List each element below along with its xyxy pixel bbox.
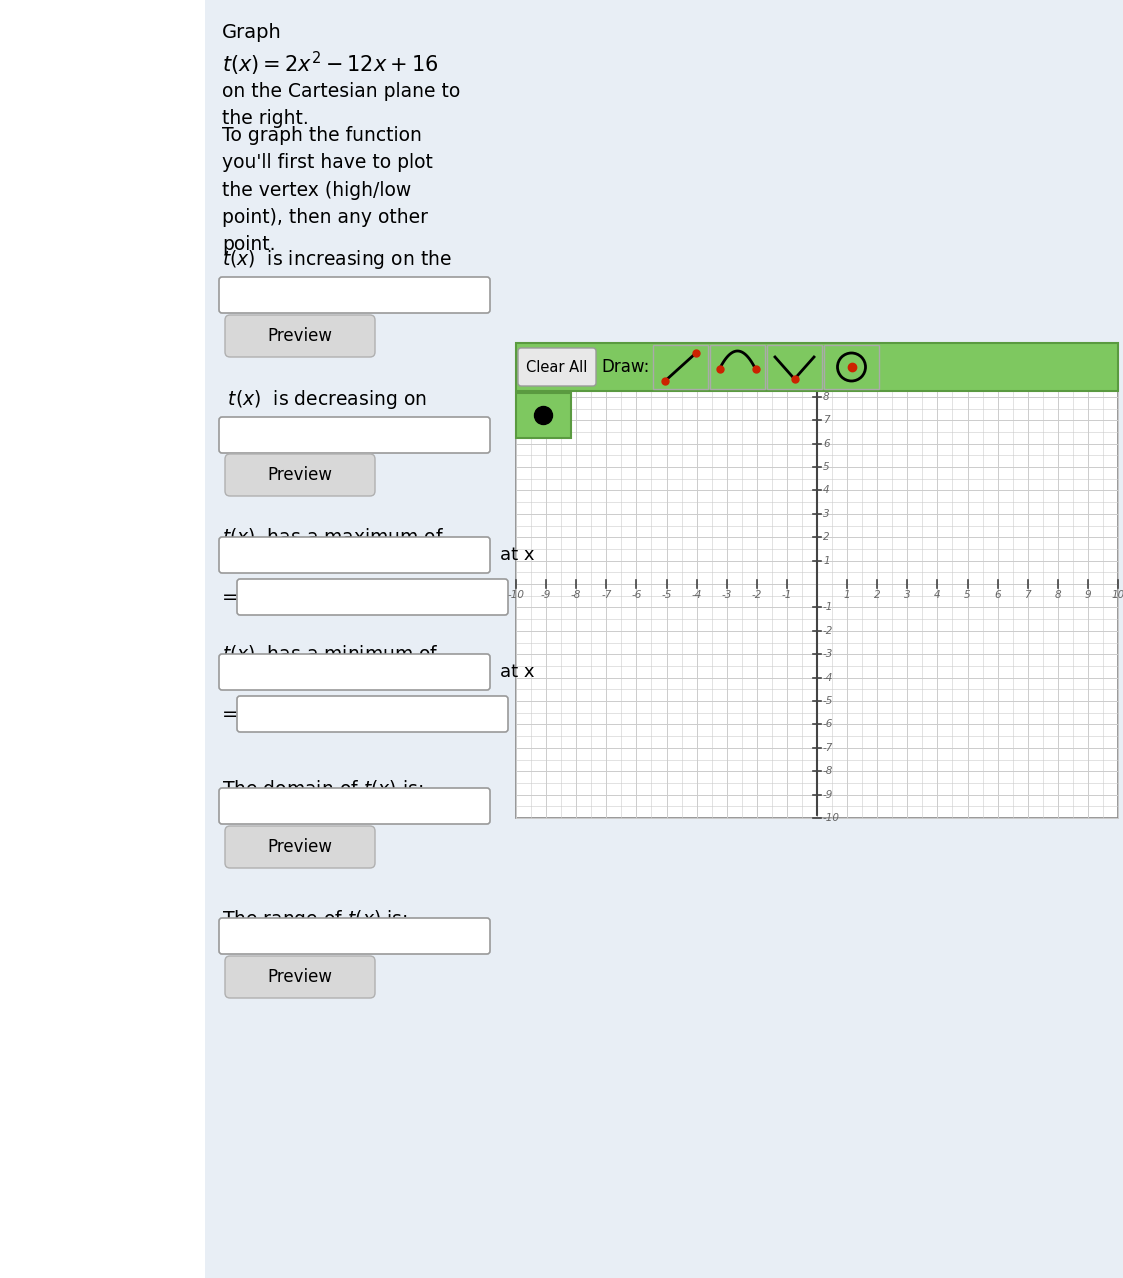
Text: -6: -6 bbox=[631, 590, 641, 599]
Text: -10: -10 bbox=[823, 813, 840, 823]
Text: -5: -5 bbox=[823, 697, 833, 705]
FancyBboxPatch shape bbox=[515, 394, 570, 438]
Text: To graph the function
you'll first have to plot
the vertex (high/low
point), the: To graph the function you'll first have … bbox=[222, 127, 432, 254]
Text: -9: -9 bbox=[541, 590, 551, 599]
Text: 6: 6 bbox=[823, 438, 830, 449]
Text: Draw:: Draw: bbox=[601, 358, 649, 376]
Text: -2: -2 bbox=[751, 590, 763, 599]
Text: $\mathit{t}(\mathit{x}) = 2\mathit{x}^2 - 12\mathit{x} + 16$: $\mathit{t}(\mathit{x}) = 2\mathit{x}^2 … bbox=[222, 50, 438, 78]
FancyBboxPatch shape bbox=[710, 345, 765, 389]
Text: -9: -9 bbox=[823, 790, 833, 800]
FancyBboxPatch shape bbox=[225, 454, 375, 496]
Text: 9: 9 bbox=[823, 368, 830, 378]
Text: 8: 8 bbox=[823, 392, 830, 401]
FancyBboxPatch shape bbox=[824, 345, 879, 389]
FancyBboxPatch shape bbox=[225, 826, 375, 868]
Text: 5: 5 bbox=[823, 463, 830, 472]
Text: 4: 4 bbox=[934, 590, 941, 599]
Text: 2: 2 bbox=[823, 532, 830, 542]
Text: -8: -8 bbox=[823, 767, 833, 776]
Text: 1: 1 bbox=[843, 590, 850, 599]
FancyBboxPatch shape bbox=[225, 956, 375, 998]
Text: 10: 10 bbox=[1112, 590, 1123, 599]
Text: -1: -1 bbox=[782, 590, 792, 599]
FancyBboxPatch shape bbox=[515, 343, 1119, 391]
Text: Preview: Preview bbox=[267, 838, 332, 856]
Text: 9: 9 bbox=[1085, 590, 1092, 599]
FancyBboxPatch shape bbox=[225, 314, 375, 357]
Text: -5: -5 bbox=[661, 590, 672, 599]
Text: -8: -8 bbox=[570, 590, 582, 599]
Text: Graph: Graph bbox=[222, 23, 282, 42]
FancyBboxPatch shape bbox=[219, 277, 490, 313]
Text: The range of $\mathit{t}(\mathit{x})$ is:: The range of $\mathit{t}(\mathit{x})$ is… bbox=[222, 907, 408, 930]
Text: -2: -2 bbox=[823, 626, 833, 635]
Text: Preview: Preview bbox=[267, 327, 332, 345]
FancyBboxPatch shape bbox=[237, 579, 508, 615]
Text: at x: at x bbox=[500, 546, 535, 564]
FancyBboxPatch shape bbox=[219, 537, 490, 573]
Circle shape bbox=[535, 406, 553, 424]
Text: -7: -7 bbox=[823, 743, 833, 753]
FancyBboxPatch shape bbox=[767, 345, 822, 389]
FancyBboxPatch shape bbox=[206, 0, 1123, 1278]
FancyBboxPatch shape bbox=[0, 0, 206, 1278]
FancyBboxPatch shape bbox=[219, 789, 490, 824]
Text: =: = bbox=[222, 588, 238, 607]
Text: 7: 7 bbox=[823, 415, 830, 426]
Text: $\mathit{t}(\mathit{x})$  has a maximum of: $\mathit{t}(\mathit{x})$ has a maximum o… bbox=[222, 527, 445, 547]
Text: $\mathit{t}(\mathit{x})$  is decreasing on
the interval(s):: $\mathit{t}(\mathit{x})$ is decreasing o… bbox=[222, 389, 427, 438]
Text: -3: -3 bbox=[721, 590, 732, 599]
FancyBboxPatch shape bbox=[219, 918, 490, 953]
Text: 10: 10 bbox=[823, 345, 837, 355]
FancyBboxPatch shape bbox=[652, 345, 707, 389]
Text: -1: -1 bbox=[823, 602, 833, 612]
Text: =: = bbox=[222, 705, 238, 725]
Text: The domain of $\mathit{t}(\mathit{x})$ is:: The domain of $\mathit{t}(\mathit{x})$ i… bbox=[222, 778, 423, 799]
Text: 2: 2 bbox=[874, 590, 880, 599]
Text: on the Cartesian plane to
the right.: on the Cartesian plane to the right. bbox=[222, 82, 460, 128]
Text: 8: 8 bbox=[1054, 590, 1061, 599]
Text: -7: -7 bbox=[601, 590, 612, 599]
Text: Clear All: Clear All bbox=[527, 359, 587, 374]
Text: -10: -10 bbox=[508, 590, 524, 599]
FancyBboxPatch shape bbox=[518, 348, 596, 386]
Text: at x: at x bbox=[500, 663, 535, 681]
Text: 7: 7 bbox=[1024, 590, 1031, 599]
Text: 3: 3 bbox=[823, 509, 830, 519]
Text: Preview: Preview bbox=[267, 466, 332, 484]
Text: Preview: Preview bbox=[267, 967, 332, 987]
Text: -4: -4 bbox=[692, 590, 702, 599]
FancyBboxPatch shape bbox=[219, 654, 490, 690]
Text: 3: 3 bbox=[904, 590, 911, 599]
FancyBboxPatch shape bbox=[515, 350, 1119, 818]
Text: 4: 4 bbox=[823, 486, 830, 496]
FancyBboxPatch shape bbox=[237, 697, 508, 732]
FancyBboxPatch shape bbox=[219, 417, 490, 452]
Text: $\mathit{t}(\mathit{x})$  has a minimum of: $\mathit{t}(\mathit{x})$ has a minimum o… bbox=[222, 643, 439, 665]
Text: -4: -4 bbox=[823, 672, 833, 682]
Text: 1: 1 bbox=[823, 556, 830, 566]
Text: 5: 5 bbox=[965, 590, 970, 599]
Text: 6: 6 bbox=[994, 590, 1001, 599]
Text: -6: -6 bbox=[823, 720, 833, 730]
Text: $\mathit{t}(\mathit{x})$  is increasing on the
interval(s):: $\mathit{t}(\mathit{x})$ is increasing o… bbox=[222, 248, 451, 298]
Text: -3: -3 bbox=[823, 649, 833, 659]
